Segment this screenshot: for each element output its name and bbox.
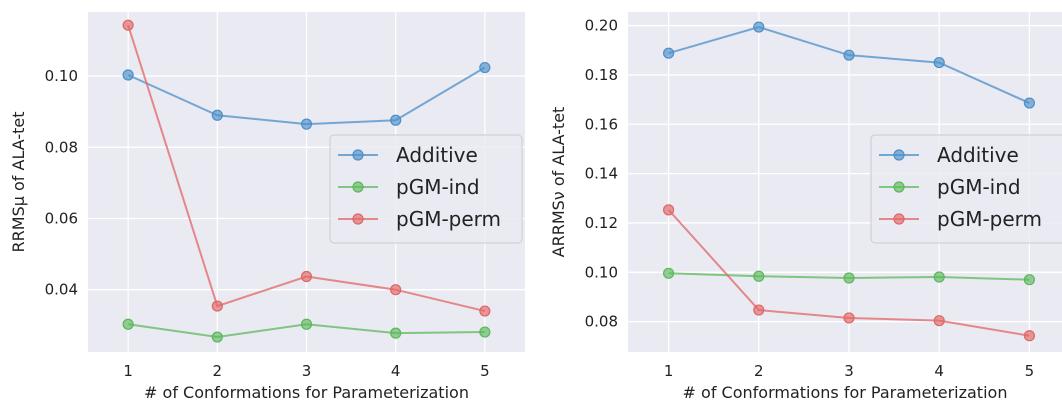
data-point bbox=[122, 69, 134, 81]
x-tick-label: 1 bbox=[664, 362, 674, 380]
legend-marker bbox=[893, 213, 905, 225]
x-tick-label: 1 bbox=[123, 362, 133, 380]
data-point bbox=[479, 305, 491, 317]
y-tick-label: 0.16 bbox=[585, 115, 618, 133]
legend-label: Additive bbox=[937, 143, 1019, 167]
data-point bbox=[390, 284, 402, 296]
y-tick-label: 0.20 bbox=[585, 17, 618, 35]
data-point bbox=[662, 47, 675, 59]
data-point bbox=[211, 109, 223, 121]
x-tick-label: 4 bbox=[391, 362, 401, 380]
x-tick-label: 3 bbox=[302, 362, 312, 380]
legend-marker bbox=[893, 149, 905, 161]
data-point bbox=[479, 61, 491, 74]
legend-marker bbox=[352, 149, 364, 161]
legend: Additive pGM-ind pGM-perm bbox=[329, 134, 523, 244]
legend-marker bbox=[893, 181, 905, 193]
y-tick-label: 0.08 bbox=[585, 313, 618, 331]
x-tick-label: 2 bbox=[754, 362, 764, 380]
x-tick-label: 5 bbox=[480, 362, 490, 380]
y-tick-label: 0.06 bbox=[45, 209, 78, 227]
legend-label: Additive bbox=[396, 143, 478, 167]
data-point bbox=[1023, 97, 1036, 109]
legend-label: pGM-perm bbox=[937, 207, 1042, 231]
x-tick-label: 4 bbox=[934, 362, 944, 380]
data-point bbox=[300, 318, 313, 330]
legend-label: pGM-ind bbox=[937, 175, 1021, 199]
data-point bbox=[753, 304, 765, 316]
data-point bbox=[122, 318, 134, 330]
data-point bbox=[479, 326, 491, 338]
data-point bbox=[1023, 274, 1036, 286]
x-tick-label: 5 bbox=[1025, 362, 1035, 380]
data-point bbox=[390, 327, 402, 339]
y-tick-label: 0.10 bbox=[45, 67, 78, 85]
y-axis-label: ARRMSν of ALA-tet bbox=[549, 107, 568, 258]
legend-marker bbox=[352, 181, 364, 193]
data-point bbox=[1023, 330, 1036, 342]
data-point bbox=[211, 300, 223, 312]
y-tick-label: 0.14 bbox=[585, 165, 618, 183]
legend-marker bbox=[352, 213, 364, 225]
chart-arrms-nu: 0.08 0.10 0.12 0.14 0.16 0.18 0.20 1 2 3 4 5 # of Co… bbox=[549, 12, 1062, 402]
data-point bbox=[662, 267, 675, 279]
data-point bbox=[843, 312, 855, 324]
data-point bbox=[300, 270, 313, 283]
data-point bbox=[933, 315, 945, 327]
y-tick-label: 0.12 bbox=[585, 214, 618, 232]
data-point bbox=[390, 114, 402, 126]
y-tick-label: 0.18 bbox=[585, 66, 618, 84]
y-axis-label: RRMSμ of ALA-tet bbox=[9, 112, 28, 253]
y-tick-label: 0.08 bbox=[45, 138, 78, 156]
x-tick-label: 2 bbox=[213, 362, 223, 380]
data-point bbox=[753, 21, 765, 33]
data-point bbox=[300, 118, 313, 130]
data-point bbox=[843, 49, 855, 61]
y-tick-label: 0.04 bbox=[45, 281, 78, 299]
data-point bbox=[933, 56, 945, 69]
data-point bbox=[753, 270, 765, 282]
chart-rrms-mu: 0.04 0.06 0.08 0.10 1 2 3 4 5 # of Conformations … bbox=[9, 12, 525, 402]
x-axis-label: # of Conformations for Parameterization bbox=[144, 383, 469, 402]
legend: Additive pGM-ind pGM-perm bbox=[870, 134, 1062, 244]
legend-label: pGM-ind bbox=[396, 175, 480, 199]
legend-box bbox=[329, 134, 523, 244]
legend-box bbox=[870, 134, 1062, 244]
legend-label: pGM-perm bbox=[396, 207, 501, 231]
x-axis-label: # of Conformations for Parameterization bbox=[683, 383, 1008, 402]
data-point bbox=[211, 331, 223, 343]
x-tick-label: 3 bbox=[844, 362, 854, 380]
data-point bbox=[933, 271, 945, 283]
data-point bbox=[843, 272, 855, 284]
y-tick-label: 0.10 bbox=[585, 263, 618, 281]
data-point bbox=[662, 204, 675, 216]
data-point bbox=[122, 19, 134, 31]
